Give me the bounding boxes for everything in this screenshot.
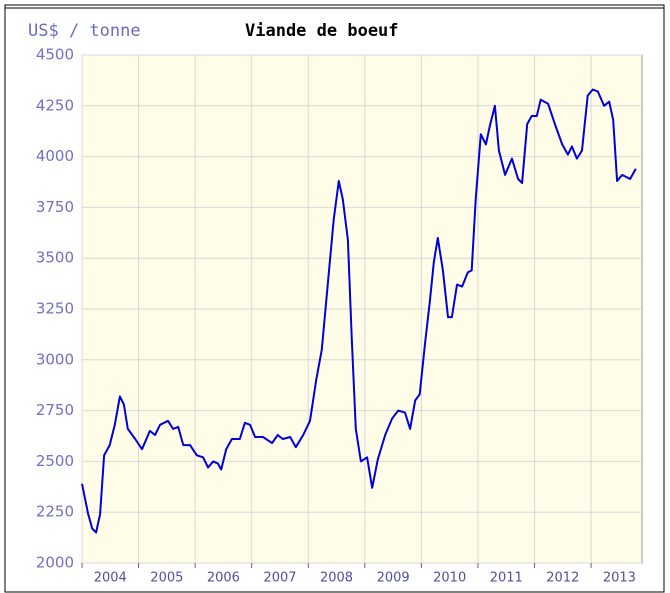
y-tick-label: 3500 [36, 249, 74, 267]
x-tick-label: 2010 [433, 571, 466, 586]
y-tick-label: 3250 [36, 300, 74, 318]
x-tick-label: 2007 [263, 571, 296, 586]
y-tick-label: 2750 [36, 401, 74, 419]
y-tick-label: 3750 [36, 198, 74, 216]
x-tick-label: 2004 [94, 571, 127, 586]
y-tick-label: 4250 [36, 96, 74, 114]
data-line [81, 88, 637, 534]
x-tick-label: 2012 [546, 571, 579, 586]
x-tick-label: 2013 [603, 571, 636, 586]
y-axis-label: US$ / tonne [28, 21, 141, 41]
y-tick-label: 2000 [36, 554, 74, 572]
x-tick-label: 2006 [207, 571, 240, 586]
y-tick-label: 2250 [36, 503, 74, 521]
y-tick-label: 2500 [36, 452, 74, 470]
y-tick-label: 4000 [36, 147, 74, 165]
x-tick-label: 2005 [150, 571, 183, 586]
x-tick-label: 2011 [490, 571, 523, 586]
y-tick-label: 3000 [36, 350, 74, 368]
chart-title: Viande de boeuf [245, 21, 399, 41]
x-tick-label: 2009 [377, 571, 410, 586]
y-tick-label: 4500 [36, 46, 74, 64]
x-tick-label: 2008 [320, 571, 353, 586]
